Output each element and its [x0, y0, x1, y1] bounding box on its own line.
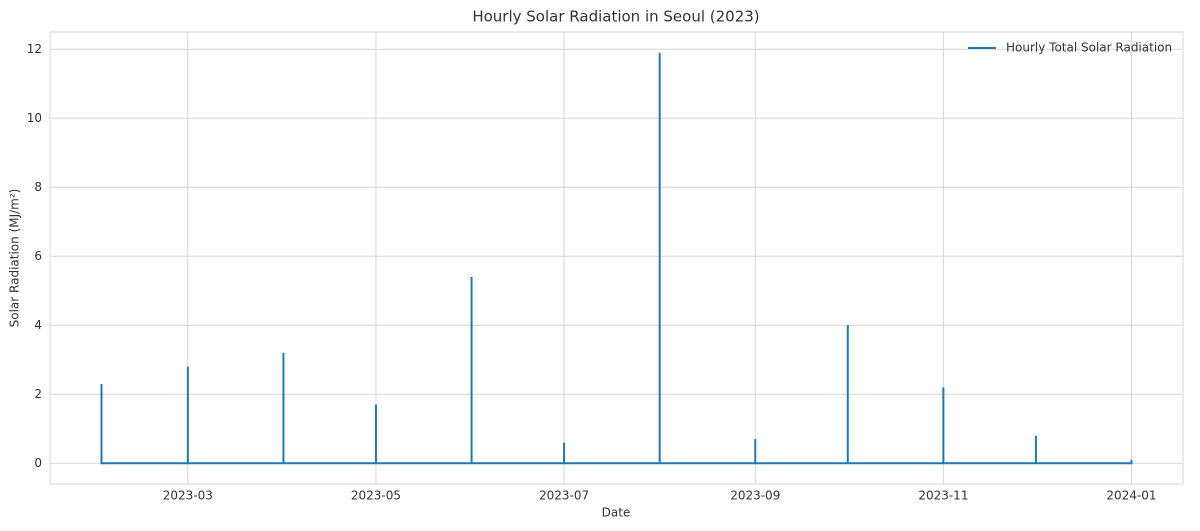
y-tick-label: 4	[34, 318, 42, 332]
chart-title: Hourly Solar Radiation in Seoul (2023)	[472, 8, 759, 26]
x-tick-label: 2023-09	[730, 489, 780, 503]
x-tick-label: 2023-07	[539, 489, 589, 503]
y-tick-label: 12	[27, 42, 42, 56]
x-tick-label: 2023-05	[351, 489, 401, 503]
y-tick-label: 6	[34, 249, 42, 263]
data-line	[100, 52, 1133, 465]
x-tick-label: 2023-11	[918, 489, 968, 503]
legend-label: Hourly Total Solar Radiation	[1006, 41, 1172, 55]
x-axis-label: Date	[602, 506, 631, 520]
plot-area	[49, 31, 1184, 485]
x-tick-label: 2023-03	[163, 489, 213, 503]
y-axis-label: Solar Radiation (MJ/m²)	[8, 189, 22, 328]
y-tick-label: 8	[34, 180, 42, 194]
y-tick-label: 10	[27, 111, 42, 125]
x-tick-label: 2024-01	[1106, 489, 1156, 503]
y-tick-label: 0	[34, 456, 42, 470]
y-tick-label: 2	[34, 387, 42, 401]
